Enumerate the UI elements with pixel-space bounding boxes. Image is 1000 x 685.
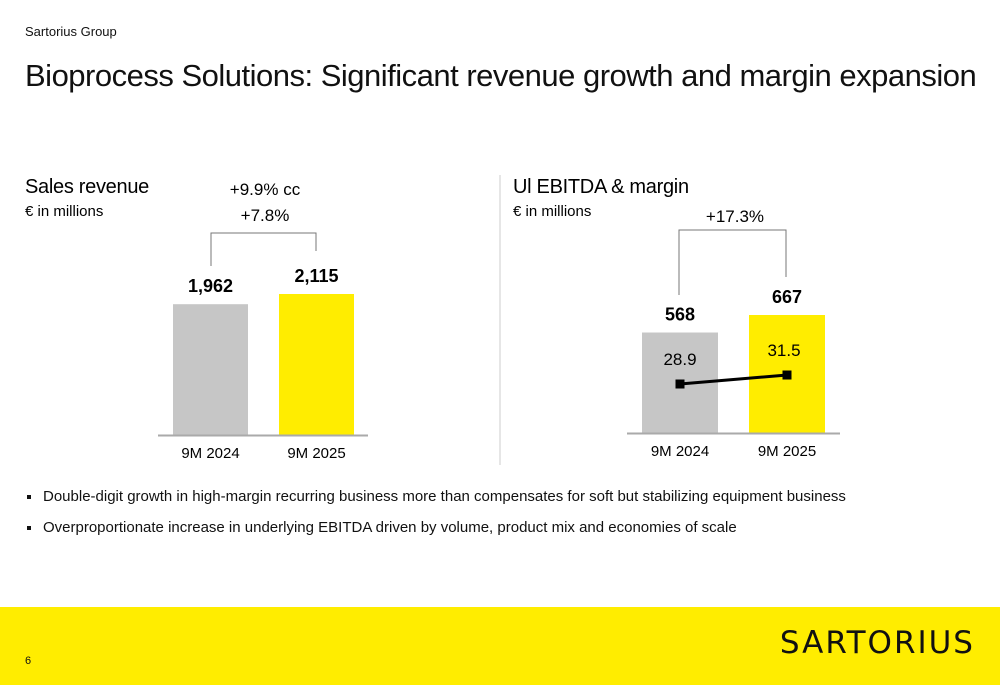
- margin-line: [679, 373, 788, 386]
- sales-bar-0: [173, 304, 248, 435]
- sales-bar-1: [279, 294, 354, 435]
- margin-label: 31.5: [767, 341, 800, 360]
- margin-label: 28.9: [663, 350, 696, 369]
- company-name: Sartorius Group: [25, 24, 117, 39]
- ebitda-value-label: 568: [665, 305, 695, 325]
- page-title: Bioprocess Solutions: Significant revenu…: [25, 58, 977, 93]
- ebitda-chart-subtitle: € in millions: [513, 203, 591, 220]
- sales-growth: +7.8%: [241, 206, 290, 225]
- margin-marker: [782, 370, 792, 380]
- ebitda-category-label: 9M 2025: [758, 443, 816, 460]
- bullet-item: Double-digit growth in high-margin recur…: [25, 488, 846, 505]
- sales-chart-title: Sales revenue: [25, 176, 149, 198]
- ebitda-growth-bracket: [678, 229, 787, 295]
- page-number: 6: [25, 655, 32, 667]
- footer-bar: 6 SARTORIUS: [0, 607, 1000, 685]
- bullet-list: Double-digit growth in high-margin recur…: [25, 488, 846, 550]
- sales-category-label: 9M 2024: [181, 445, 239, 462]
- sales-chart-subtitle: € in millions: [25, 203, 103, 220]
- sales-category-label: 9M 2025: [287, 445, 345, 462]
- bullet-item: Overproportionate increase in underlying…: [25, 519, 846, 536]
- sales-value-label: 1,962: [188, 276, 233, 296]
- ebitda-growth: +17.3%: [706, 207, 764, 226]
- sales-growth-cc: +9.9% cc: [230, 180, 301, 199]
- ebitda-value-label: 667: [772, 287, 802, 307]
- margin-marker: [675, 379, 685, 389]
- sartorius-logo: SARTORIUS: [779, 625, 975, 661]
- sales-value-label: 2,115: [294, 266, 338, 286]
- sales-growth-bracket: [210, 232, 317, 266]
- charts: Sales revenue € in millions +9.9% cc +7.…: [25, 175, 840, 465]
- ebitda-category-label: 9M 2024: [651, 443, 709, 460]
- ebitda-chart-title: Ul EBITDA & margin: [513, 176, 689, 198]
